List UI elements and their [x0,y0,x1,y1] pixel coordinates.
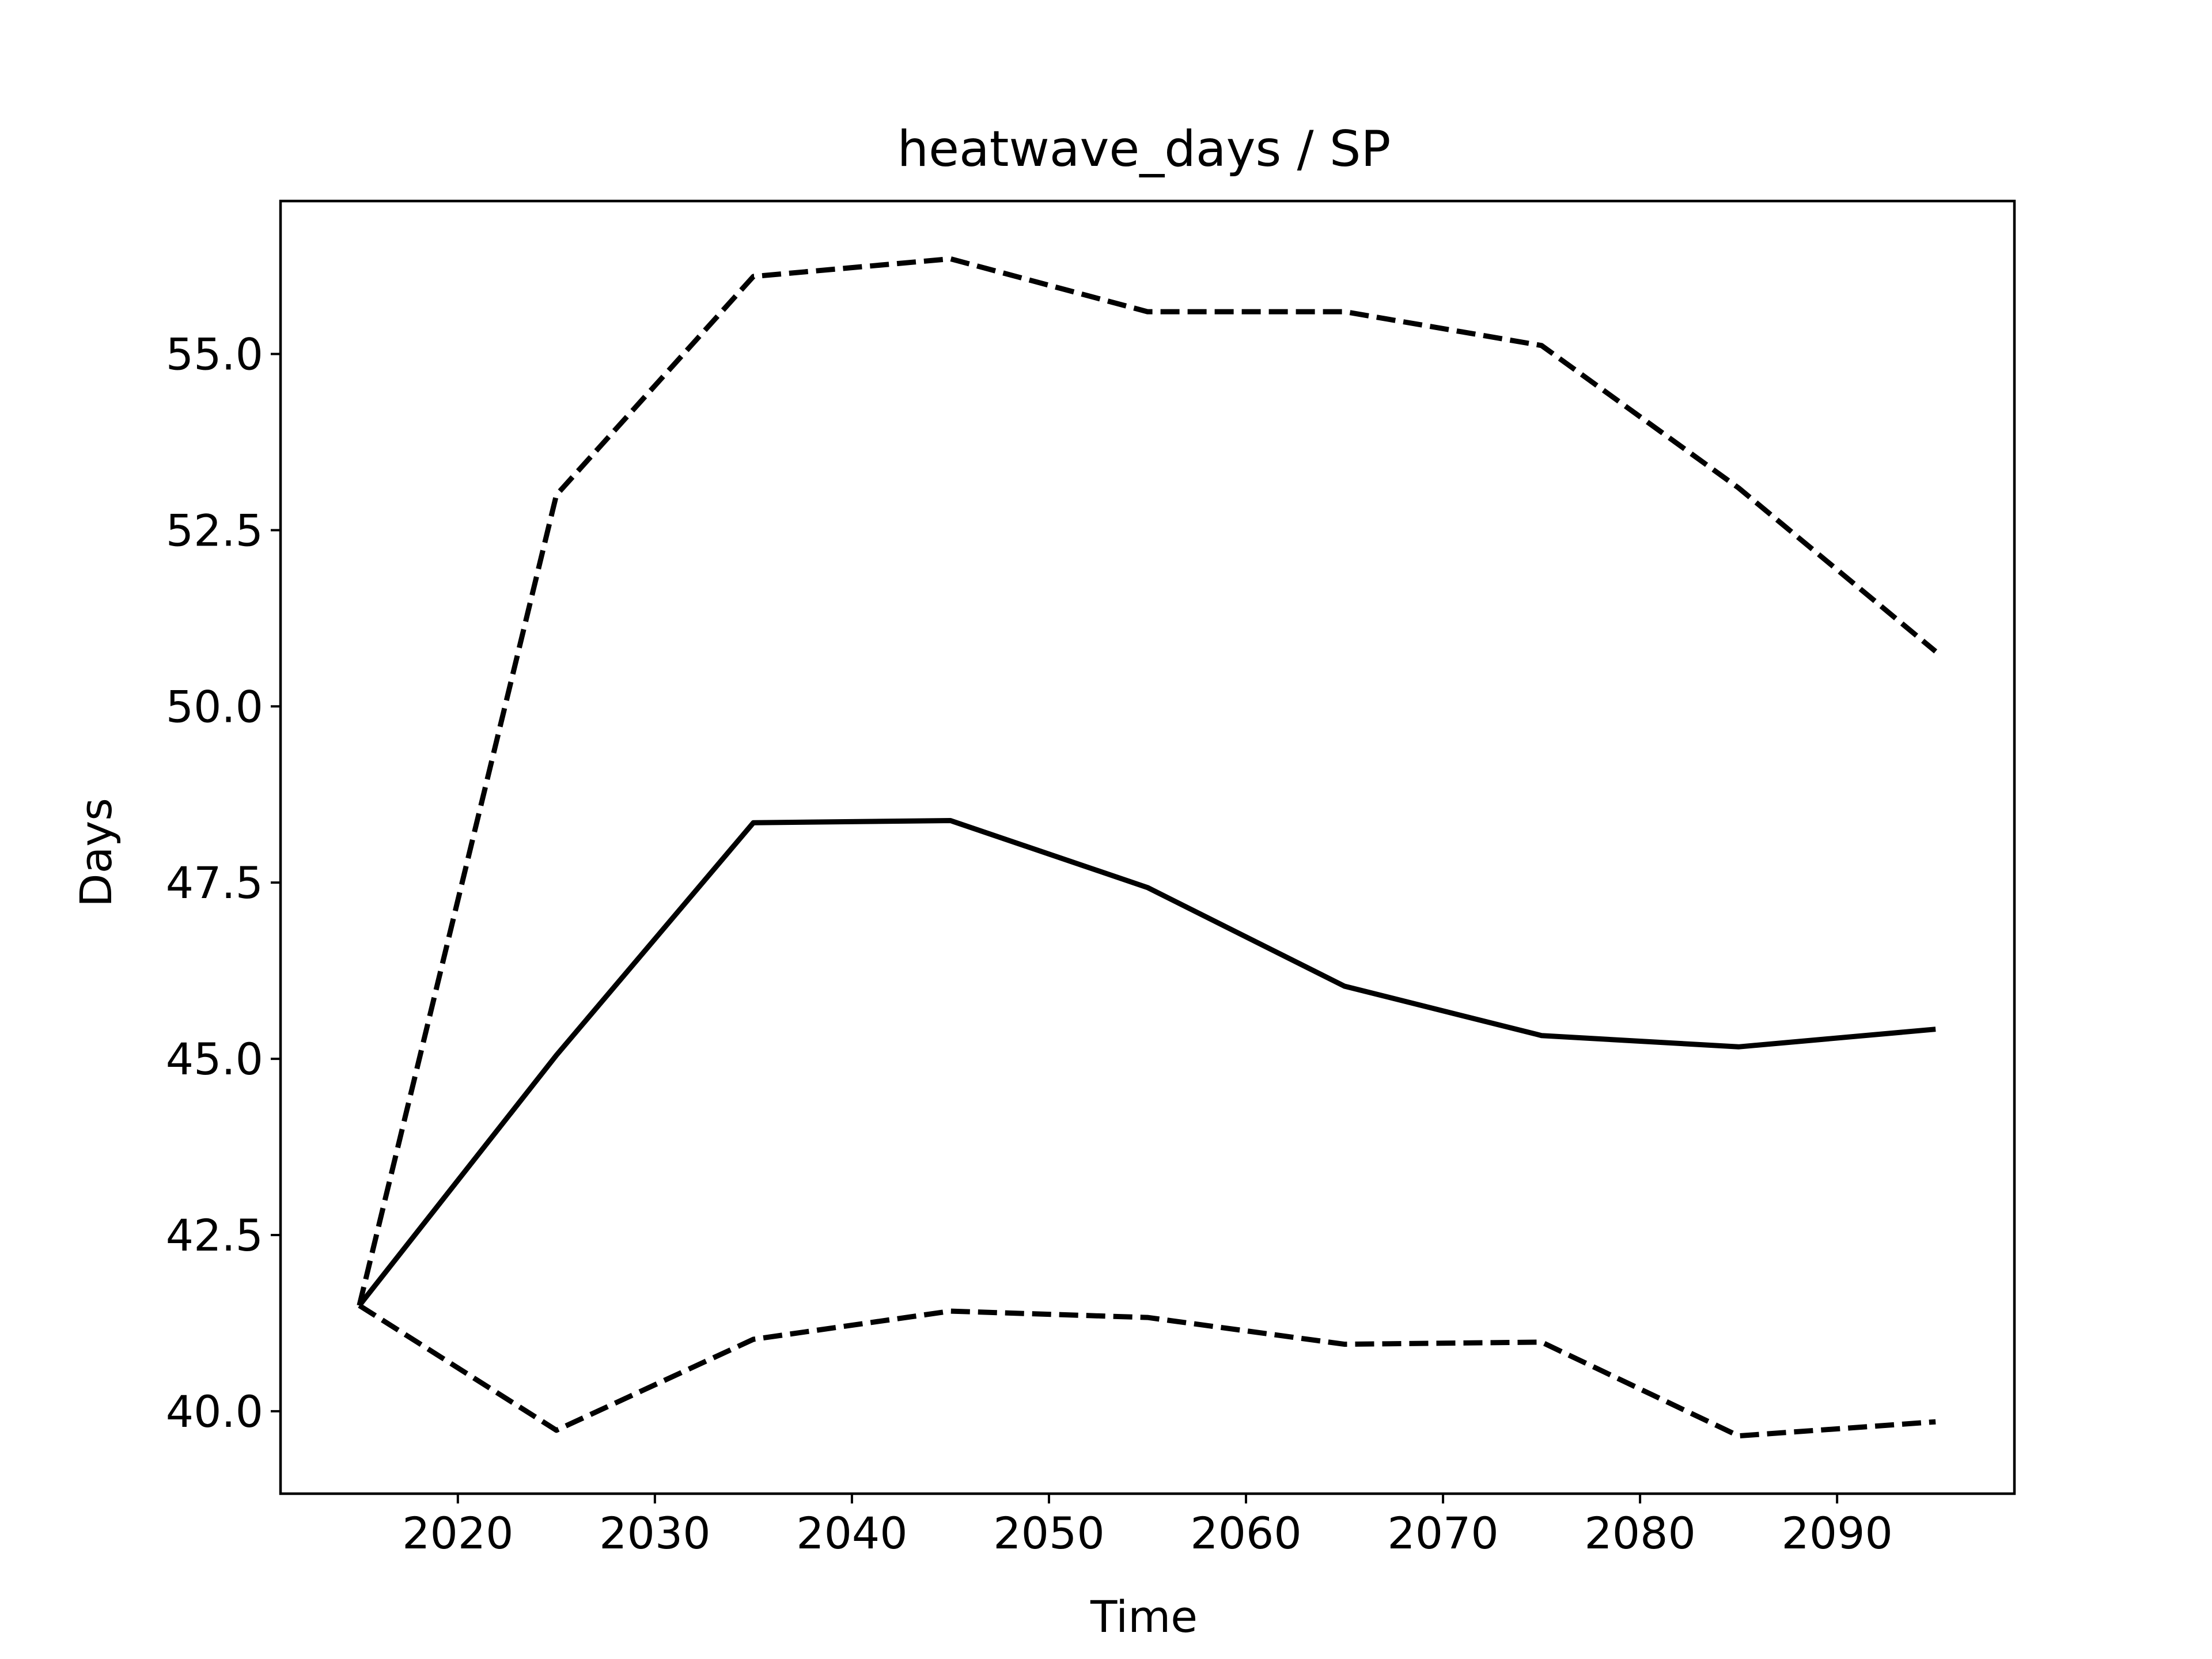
y-tick-label: 42.5 [166,1210,263,1261]
x-tick-label: 2050 [993,1508,1104,1559]
x-tick-label: 2070 [1387,1508,1498,1559]
y-tick-label: 47.5 [166,857,263,908]
series-line-2 [358,1303,1936,1439]
x-tick-label: 2020 [402,1508,513,1559]
series-line-0 [357,818,1936,1308]
ticks-layer: 2020 2030 2040 2050 2060 2070 2080 2090 40.0 42.5… [166,329,1893,1559]
y-axis-label: Days [70,798,122,907]
x-tick-label: 2040 [796,1508,907,1559]
plot-area-frame [279,199,2016,1495]
y-tick-label: 45.0 [166,1033,263,1085]
x-axis-label: Time [1090,1591,1198,1642]
x-tick-label: 2060 [1190,1508,1301,1559]
series-line-1 [357,256,1938,1306]
x-tick-label: 2030 [599,1508,710,1559]
x-tick-label: 2090 [1781,1508,1892,1559]
series-layer [357,256,1938,1439]
chart-title: heatwave_days / SP [897,120,1391,178]
y-tick-label: 55.0 [166,329,263,380]
y-tick-label: 50.0 [166,681,263,732]
y-tick-label: 40.0 [166,1386,263,1437]
x-tick-label: 2080 [1584,1508,1695,1559]
y-tick-label: 52.5 [166,505,263,556]
